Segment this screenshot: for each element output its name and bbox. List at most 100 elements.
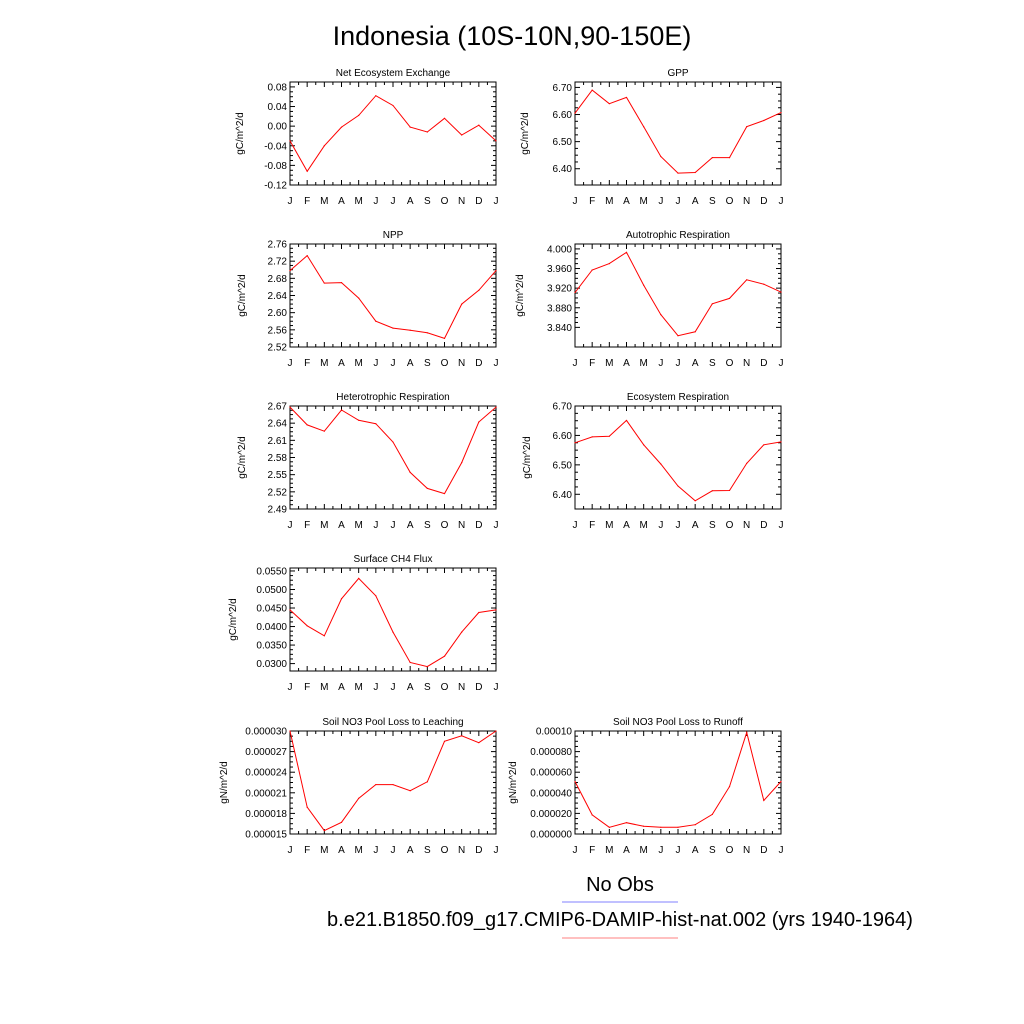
data-point [694, 331, 696, 333]
y-tick-label: -0.08 [264, 161, 287, 172]
data-point [358, 114, 360, 116]
x-tick-label: A [623, 520, 630, 531]
plot-frame [289, 567, 497, 672]
chart-title: NPP [383, 230, 404, 241]
data-point [608, 826, 610, 828]
y-tick-label: 6.40 [553, 164, 573, 175]
data-point [340, 126, 343, 128]
data-point [495, 140, 497, 142]
data-point [443, 492, 446, 495]
x-tick-label: S [709, 520, 716, 531]
x-tick-label: O [441, 196, 449, 207]
y-tick-label: 2.76 [268, 240, 288, 251]
data-point [392, 631, 394, 633]
x-tick-label: J [373, 845, 378, 856]
data-point [574, 780, 576, 783]
data-point [728, 489, 731, 492]
y-tick-label: 0.08 [268, 82, 288, 93]
y-tick-label: 4.000 [547, 244, 572, 255]
x-tick-label: S [424, 682, 431, 693]
data-point [306, 806, 308, 808]
x-tick-label: J [288, 358, 293, 369]
data-point [478, 124, 480, 126]
x-tick-label: F [304, 358, 310, 369]
plot-frame [574, 81, 782, 186]
data-point [340, 409, 343, 411]
x-tick-label: J [494, 520, 499, 531]
data-point [677, 826, 679, 828]
x-tick-label: N [458, 196, 465, 207]
y-tick-label: 0.000000 [530, 830, 572, 841]
data-point [323, 145, 325, 147]
x-tick-label: D [760, 520, 767, 531]
data-point [763, 799, 765, 802]
data-point [574, 291, 576, 294]
data-point [746, 462, 748, 464]
x-tick-label: A [407, 358, 414, 369]
chart-title: Heterotrophic Respiration [336, 392, 449, 403]
y-tick-label: 0.04 [268, 102, 288, 113]
y-tick-label: 2.58 [268, 453, 288, 464]
chart-title: Autotrophic Respiration [626, 230, 730, 241]
x-tick-label: N [743, 196, 750, 207]
x-tick-label: O [441, 520, 449, 531]
x-tick-label: J [779, 520, 784, 531]
data-point [375, 783, 377, 786]
data-point [660, 463, 662, 465]
x-tick-label: D [760, 196, 767, 207]
data-point [306, 170, 308, 172]
x-tick-label: N [458, 845, 465, 856]
x-tick-label: J [779, 845, 784, 856]
x-tick-label: J [658, 358, 663, 369]
data-point [625, 822, 628, 824]
x-tick-label: J [373, 196, 378, 207]
x-tick-label: J [573, 520, 578, 531]
data-point [625, 96, 628, 99]
x-tick-label: J [676, 358, 681, 369]
series-line [289, 406, 497, 495]
data-point [461, 631, 463, 633]
y-tick-label: 0.0500 [256, 585, 287, 596]
series-line [574, 419, 782, 502]
data-point [358, 419, 360, 421]
x-tick-label: N [458, 520, 465, 531]
x-tick-label: F [589, 845, 595, 856]
data-point [426, 781, 428, 783]
data-point [443, 337, 446, 340]
y-tick-label: 0.0450 [256, 604, 287, 615]
data-point [763, 119, 765, 122]
series-line [289, 254, 497, 340]
x-tick-label: S [424, 845, 431, 856]
figure-title: Indonesia (10S-10N,90-150E) [333, 21, 692, 51]
series-line [574, 730, 782, 828]
y-tick-label: 0.0400 [256, 622, 287, 633]
data-point [574, 112, 576, 114]
data-point [711, 303, 713, 305]
x-tick-label: J [373, 682, 378, 693]
x-tick-label: J [494, 196, 499, 207]
y-tick-label: 2.55 [268, 470, 288, 481]
y-tick-label: 6.40 [553, 490, 573, 501]
x-tick-label: A [338, 520, 345, 531]
x-tick-label: S [709, 358, 716, 369]
x-tick-label: M [639, 196, 647, 207]
x-tick-label: F [589, 196, 595, 207]
data-point [763, 444, 765, 446]
data-point [358, 577, 360, 579]
y-tick-label: -0.04 [264, 141, 287, 152]
data-point [375, 320, 377, 322]
data-point [289, 406, 291, 408]
data-point [643, 444, 645, 446]
data-point [694, 500, 696, 502]
data-point [746, 126, 748, 128]
x-tick-label: J [373, 520, 378, 531]
x-tick-label: M [354, 196, 362, 207]
x-tick-label: J [391, 845, 396, 856]
x-tick-label: M [605, 520, 613, 531]
x-tick-label: A [692, 845, 699, 856]
x-tick-label: F [304, 520, 310, 531]
y-tick-label: 0.000018 [245, 809, 287, 820]
x-tick-label: J [573, 358, 578, 369]
data-point [780, 780, 782, 783]
data-point [409, 661, 411, 664]
